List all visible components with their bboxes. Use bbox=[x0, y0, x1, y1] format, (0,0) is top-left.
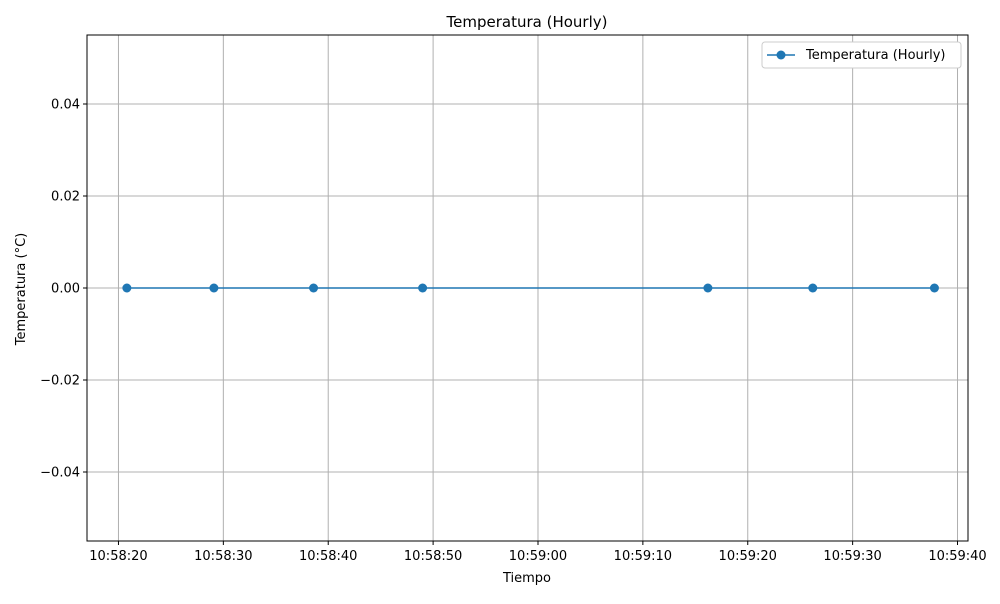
x-tick-label: 10:58:50 bbox=[404, 549, 462, 564]
y-tick-label: 0.04 bbox=[51, 98, 80, 113]
x-tick-label: 10:59:20 bbox=[719, 549, 777, 564]
x-tick-label: 10:59:40 bbox=[928, 549, 986, 564]
x-tick-label: 10:58:30 bbox=[194, 549, 252, 564]
chart-title: Temperatura (Hourly) bbox=[446, 13, 608, 31]
x-tick-label: 10:58:20 bbox=[89, 549, 147, 564]
legend: Temperatura (Hourly) bbox=[761, 41, 962, 69]
data-point bbox=[418, 283, 428, 293]
x-tick-label: 10:59:00 bbox=[509, 549, 567, 564]
y-axis-label: Temperatura (°C) bbox=[14, 233, 29, 346]
legend-label: Temperatura (Hourly) bbox=[805, 48, 946, 63]
x-tick-label: 10:58:40 bbox=[299, 549, 357, 564]
legend-marker bbox=[776, 50, 786, 60]
axis-ticks: 10:58:20 10:58:30 10:58:40 10:58:50 10:59:00… bbox=[40, 98, 987, 565]
data-point bbox=[929, 283, 939, 293]
legend-box bbox=[761, 41, 962, 69]
y-tick-label: 0.00 bbox=[51, 282, 80, 297]
x-tick-label: 10:59:10 bbox=[614, 549, 672, 564]
x-tick-label: 10:59:30 bbox=[823, 549, 881, 564]
data-point bbox=[209, 283, 219, 293]
y-tick-label: −0.04 bbox=[40, 466, 80, 481]
y-tick-label: −0.02 bbox=[40, 374, 80, 389]
x-axis-label: Tiempo bbox=[502, 571, 551, 586]
y-tick-label: 0.02 bbox=[51, 190, 80, 205]
data-point bbox=[703, 283, 713, 293]
data-point bbox=[309, 283, 319, 293]
series-layer bbox=[122, 283, 939, 293]
data-point bbox=[122, 283, 132, 293]
data-point bbox=[808, 283, 818, 293]
